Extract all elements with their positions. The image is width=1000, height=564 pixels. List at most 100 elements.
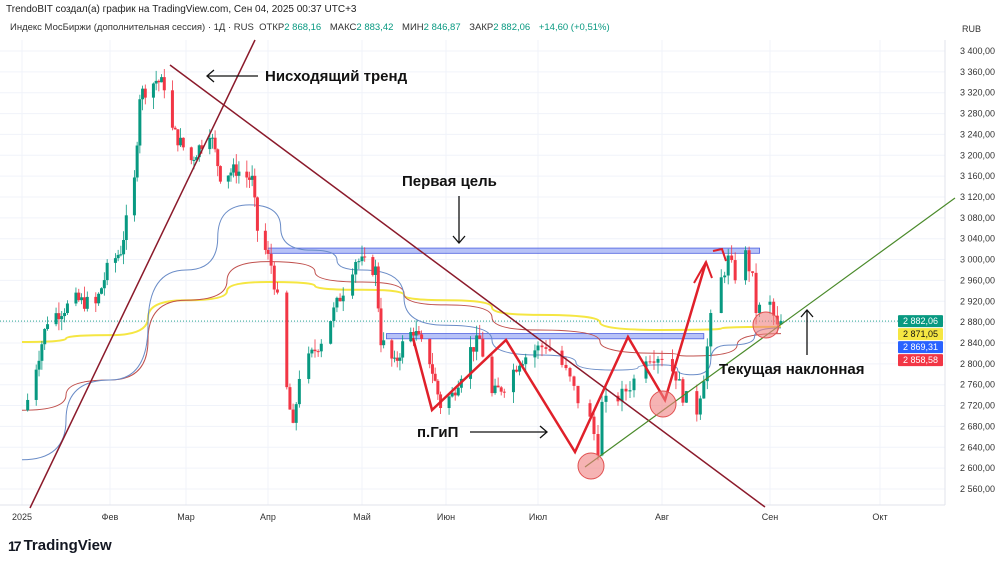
x-tick-label: Сен [762, 512, 779, 522]
candle-body [393, 357, 397, 359]
candle-body [620, 388, 624, 402]
y-tick-label: 2 640,00 [960, 442, 995, 452]
candle-body [754, 272, 758, 314]
open-value: 2 868,16 [284, 22, 322, 33]
candle-body [132, 177, 136, 216]
candle-body [677, 379, 681, 381]
candle-body [253, 175, 257, 198]
candle-body [772, 301, 776, 316]
candle-body [744, 250, 748, 281]
rising-trendline [29, 39, 256, 509]
y-tick-label: 3 240,00 [960, 129, 995, 139]
candle-body [515, 369, 519, 372]
candle-body [338, 297, 342, 302]
candle-body [533, 350, 537, 358]
candle-body [390, 340, 394, 359]
currency-label[interactable]: RUB [962, 24, 982, 34]
y-tick-label: 3 200,00 [960, 150, 995, 160]
candle-body [329, 321, 333, 344]
candle-body [723, 275, 727, 278]
candle-body [560, 350, 564, 365]
annotation-head-shoulders: п.ГиП [417, 424, 458, 441]
candle-body [469, 347, 473, 379]
candle-body [705, 346, 709, 382]
annotation-downtrend: Нисходящий тренд [265, 68, 408, 85]
target-zone [267, 247, 760, 254]
candle-body [210, 137, 214, 139]
candle-body [544, 347, 548, 349]
candle-body [496, 385, 500, 388]
candle-body [758, 304, 762, 314]
candle-body [540, 345, 544, 348]
y-tick-label: 3 080,00 [960, 213, 995, 223]
candle-body [414, 331, 418, 336]
y-tick-label: 2 600,00 [960, 463, 995, 473]
low-label: МИН [402, 22, 424, 33]
candle-body [674, 371, 678, 381]
highlight-circle [577, 452, 605, 480]
tradingview-logo-icon: 17 [8, 537, 22, 554]
candle-body [648, 361, 652, 363]
candle-body [102, 280, 106, 289]
symbol-name[interactable]: Индекс МосБиржи (дополнительная сессия) … [10, 22, 254, 33]
candle-body [99, 288, 103, 294]
y-tick-label: 2 560,00 [960, 484, 995, 494]
candle-body [226, 175, 230, 182]
candle-body [702, 381, 706, 399]
candle-body [335, 297, 339, 308]
tradingview-logo[interactable]: 17 TradingView [8, 537, 112, 554]
candle-body [632, 378, 636, 391]
change-value: +14,60 (+0,51%) [538, 22, 610, 33]
y-tick-label: 2 960,00 [960, 275, 995, 285]
candle-body [382, 340, 386, 346]
x-tick-label: Авг [655, 512, 670, 522]
candle-body [417, 331, 421, 335]
candle-body [263, 230, 267, 250]
candle-body [138, 99, 142, 146]
candle-body [119, 254, 123, 256]
candle-body [499, 387, 503, 392]
candle-body [122, 240, 126, 255]
candle-body [596, 434, 600, 456]
candle-body [46, 324, 50, 329]
y-tick-label: 3 120,00 [960, 192, 995, 202]
candle-body [481, 338, 485, 357]
pattern-arrowhead [693, 259, 713, 284]
candle-body [247, 177, 251, 180]
candle-body [74, 292, 78, 304]
candle-body [695, 391, 699, 415]
candle-body [371, 257, 375, 275]
price-label: 2 871,05 [903, 329, 938, 339]
candle-body [176, 129, 180, 146]
x-tick-label: Июн [437, 512, 455, 522]
candle-body [275, 289, 279, 293]
candle-body [94, 296, 98, 304]
candle-body [135, 145, 139, 178]
candle-body [447, 396, 451, 409]
candle-body [285, 292, 289, 388]
x-tick-label: Июл [529, 512, 547, 522]
candle-body [234, 164, 238, 176]
candle-body [436, 380, 440, 395]
y-tick-label: 2 800,00 [960, 359, 995, 369]
candle-body [478, 335, 482, 339]
candle-body [401, 341, 405, 358]
candle-body [433, 373, 437, 381]
candle-body [37, 360, 41, 370]
grid [0, 40, 946, 506]
candle-body [294, 404, 298, 423]
candle-body [291, 409, 295, 423]
candle-body [726, 255, 730, 276]
candle-body [60, 316, 64, 320]
candle-body [684, 391, 688, 403]
candle-body [652, 361, 656, 363]
candle-body [34, 369, 38, 400]
y-tick-label: 2 920,00 [960, 296, 995, 306]
candle-body [656, 358, 660, 363]
candle-body [564, 364, 568, 369]
candle-body [316, 351, 320, 353]
candle-body [600, 401, 604, 456]
candle-body [195, 157, 199, 160]
low-value: 2 846,87 [423, 22, 461, 33]
